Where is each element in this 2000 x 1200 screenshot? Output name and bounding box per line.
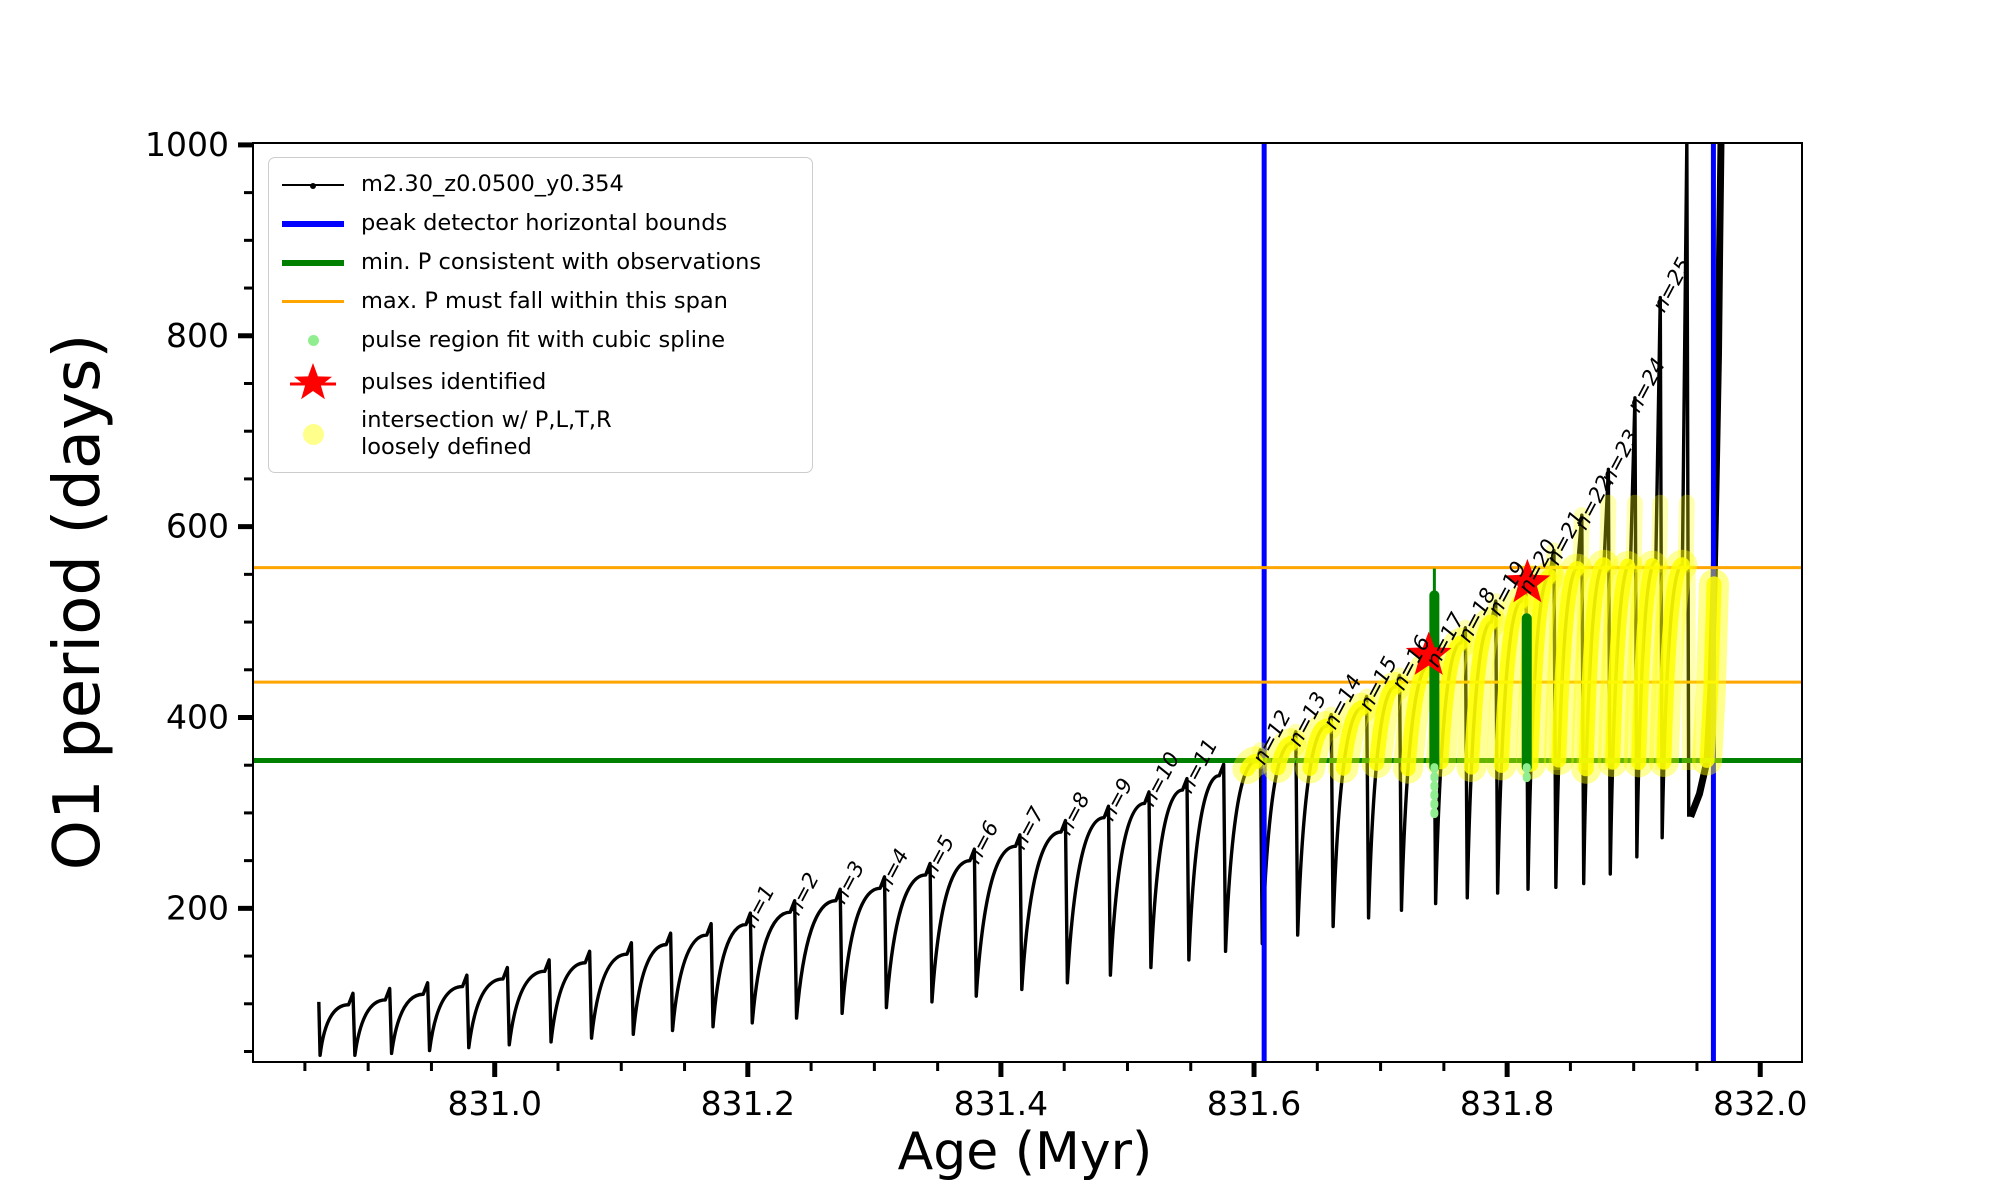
x-tick-label: 831.8 xyxy=(1460,1084,1554,1123)
x-tick-label: 831.2 xyxy=(701,1084,795,1123)
legend-item-series: m2.30_z0.0500_y0.354 xyxy=(281,166,796,203)
axis-ticks: 831.0 831.2 831.4 831.6 831.8 832.0 200 400 600 8… xyxy=(145,125,1807,1123)
x-tick-label: 831.4 xyxy=(954,1084,1048,1123)
axes-spines xyxy=(252,142,1803,1063)
intersection-markers xyxy=(1270,735,1299,776)
pulse-label-n=2: n=2 xyxy=(782,869,824,919)
legend-label-min-p: min. P consistent with observations xyxy=(361,248,762,275)
intersection-markers xyxy=(1302,718,1335,776)
green-line-icon xyxy=(281,259,345,266)
pulse-label-n=7: n=7 xyxy=(1007,802,1049,853)
legend-item-intersection: intersection w/ P,L,T,R loosely defined xyxy=(281,407,796,462)
y-tick-label: 800 xyxy=(166,316,229,355)
intersection-markers xyxy=(1656,557,1690,770)
legend-label-series: m2.30_z0.0500_y0.354 xyxy=(361,170,624,197)
series-line-icon xyxy=(281,182,345,189)
legend-label-max-p: max. P must fall within this span xyxy=(361,287,728,314)
intersection-markers xyxy=(1335,700,1370,776)
legend-label-spline-fit: pulse region fit with cubic spline xyxy=(361,326,726,353)
intersection-markers xyxy=(1523,568,1558,772)
intersection-markers-faint xyxy=(1286,723,1304,752)
intersection-markers-faint xyxy=(1677,494,1695,573)
intersection-markers xyxy=(1699,576,1722,768)
pulse-label-n=4: n=4 xyxy=(872,845,914,895)
legend-item-pulses: pulses identified xyxy=(281,361,796,405)
intersection-markers-faint xyxy=(1251,741,1269,770)
y-axis-label: O1 period (days) xyxy=(41,333,115,871)
x-tick-label: 831.6 xyxy=(1207,1084,1301,1123)
legend-label-intersection: intersection w/ P,L,T,R loosely defined xyxy=(361,407,612,461)
pulse-label-n=11: n=11 xyxy=(1174,735,1222,797)
legend-label-pulses: pulses identified xyxy=(361,369,547,396)
intersection-markers-faint xyxy=(1321,706,1340,735)
pulse-label-n=24: n=24 xyxy=(1622,354,1670,416)
intersection-markers-faint xyxy=(1390,667,1408,695)
legend-item-min-p: min. P consistent with observations xyxy=(281,244,796,281)
intersection-markers-faint xyxy=(1599,494,1617,573)
blue-line-icon xyxy=(281,220,345,227)
pulse-label-n=6: n=6 xyxy=(962,817,1004,867)
legend-item-max-p: max. P must fall within this span xyxy=(281,283,796,320)
intersection-markers xyxy=(1433,635,1469,770)
x-tick-label: 831.0 xyxy=(447,1084,541,1123)
intersection-markers-faint xyxy=(1650,494,1669,573)
pulse-period-curve xyxy=(317,143,1691,1058)
lightgreen-dot-icon xyxy=(281,335,345,346)
legend-label-peak-bounds: peak detector horizontal bounds xyxy=(361,209,728,236)
legend-item-spline-fit: pulse region fit with cubic spline xyxy=(281,322,796,359)
intersection-markers-faint xyxy=(1486,593,1504,631)
pulse-star-1 xyxy=(1504,558,1551,603)
intersection-markers-faint xyxy=(1357,688,1375,716)
yellow-dot-icon xyxy=(281,423,345,445)
x-tick-label: 832.0 xyxy=(1713,1084,1807,1123)
red-star-icon xyxy=(281,361,345,405)
intersection-markers xyxy=(1578,557,1612,777)
intersection-markers-faint xyxy=(1456,619,1474,652)
intersection-markers-faint xyxy=(1572,507,1590,577)
orange-line-icon xyxy=(281,300,345,303)
legend-item-peak-bounds: peak detector horizontal bounds xyxy=(281,205,796,242)
pulse-star-0 xyxy=(1405,631,1452,675)
x-axis-label: Age (Myr) xyxy=(897,1122,1153,1182)
intersection-markers xyxy=(1631,558,1660,770)
intersection-markers-faint xyxy=(1625,494,1643,573)
intersection-markers xyxy=(1605,558,1636,770)
plot-area: n=1 n=2 n=3 n=4 n=5 n=6 n=7 n=8 n=9n=10n=11 n=12n… xyxy=(253,143,1802,1062)
intersection-markers xyxy=(1551,561,1585,768)
intersection-markers-faint xyxy=(1544,542,1562,585)
intersection-markers xyxy=(1493,593,1530,773)
intersection-markers xyxy=(1369,679,1403,771)
y-tick-label: 1000 xyxy=(145,125,229,164)
y-tick-label: 200 xyxy=(166,888,229,927)
y-tick-label: 400 xyxy=(166,697,229,736)
y-tick-label: 600 xyxy=(166,507,229,546)
intersection-markers xyxy=(1239,753,1264,777)
intersection-markers xyxy=(1463,614,1499,775)
legend: m2.30_z0.0500_y0.354 peak detector horiz… xyxy=(268,157,813,473)
